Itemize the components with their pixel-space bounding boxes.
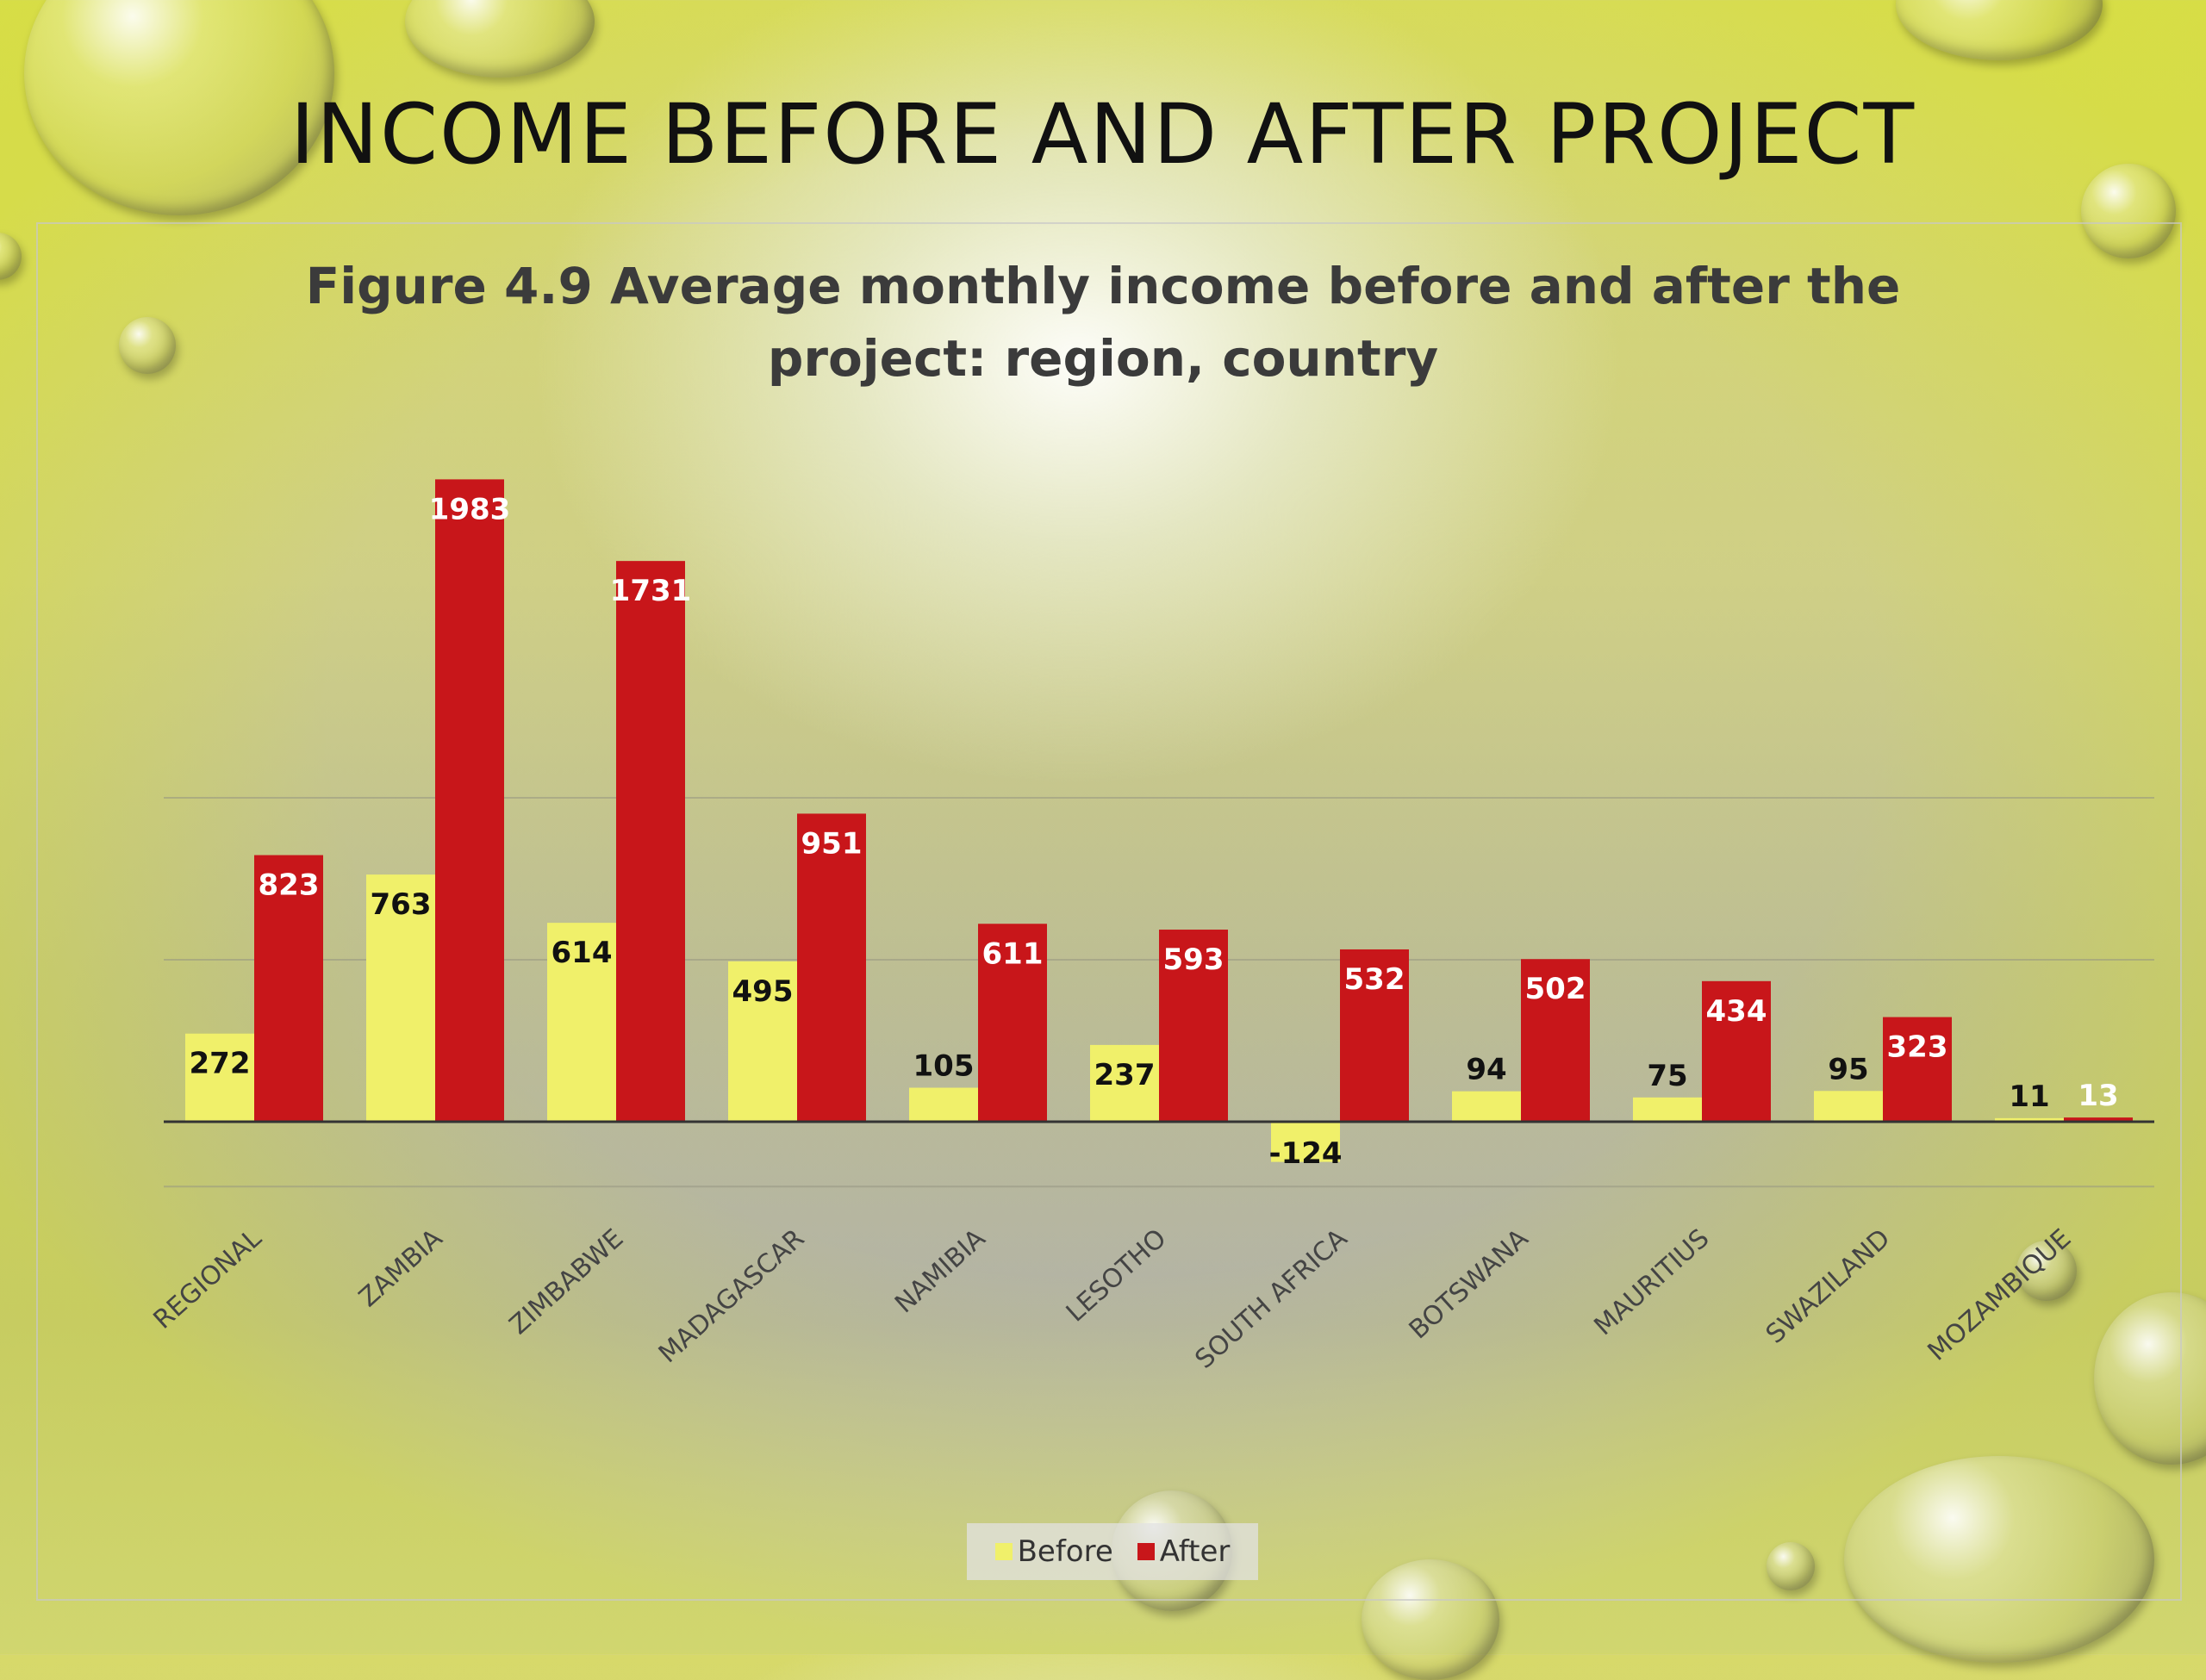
data-label-after: 323: [1887, 1030, 1948, 1065]
data-label-after: 593: [1163, 943, 1225, 977]
bar-before: [1271, 1122, 1340, 1162]
bar-before: [1814, 1091, 1883, 1122]
bar-before: [728, 961, 797, 1122]
bar-before: [1452, 1091, 1521, 1122]
chart-title-line-1: Figure 4.9 Average monthly income before…: [305, 257, 1901, 315]
bar-before: [366, 874, 435, 1122]
data-label-before: 495: [732, 974, 794, 1009]
bar-before: [185, 1033, 254, 1122]
bar-before: [1995, 1117, 2064, 1122]
bar-after: [1159, 930, 1228, 1122]
data-label-before: -124: [1268, 1136, 1342, 1171]
data-label-before: 75: [1647, 1059, 1687, 1093]
bar-after: [1521, 959, 1590, 1122]
bar-after: [1883, 1017, 1952, 1122]
chart-title-line-2: project: region, country: [767, 329, 1439, 388]
bar-before: [1633, 1097, 1702, 1122]
bar-after: [435, 479, 504, 1122]
data-label-before: 95: [1828, 1052, 1868, 1086]
bar-after: [797, 813, 866, 1122]
chart-title: Figure 4.9 Average monthly income before…: [259, 250, 1947, 395]
legend-label-before: Before: [1017, 1534, 1113, 1569]
data-label-before: 614: [552, 936, 613, 970]
data-label-after: 1731: [610, 574, 692, 608]
data-label-before: 237: [1094, 1058, 1156, 1092]
x-tick-label: MAURITIUS: [1588, 1223, 1715, 1341]
data-label-after: 951: [801, 826, 863, 861]
bar-after: [2064, 1117, 2133, 1122]
bar-after: [1702, 980, 1771, 1122]
x-tick-label: MOZAMBIQUE: [1922, 1223, 2078, 1367]
x-tick-label: REGIONAL: [148, 1223, 268, 1335]
data-label-before: 94: [1466, 1053, 1506, 1087]
data-label-after: 611: [982, 936, 1044, 971]
legend-swatch-before: [994, 1543, 1013, 1560]
x-tick-label: NAMIBIA: [889, 1223, 992, 1320]
x-tick-label: BOTSWANA: [1404, 1223, 1535, 1346]
slide-title: INCOME BEFORE AND AFTER PROJECT: [290, 86, 1916, 183]
x-tick-label: LESOTHO: [1061, 1223, 1173, 1328]
bar-after: [254, 855, 323, 1122]
legend-item-before: Before: [994, 1534, 1113, 1569]
data-label-after: 434: [1706, 994, 1767, 1029]
x-tick-label: SOUTH AFRICA: [1189, 1223, 1353, 1375]
x-tick-label: MADAGASCAR: [653, 1223, 811, 1369]
data-label-before: 763: [371, 887, 432, 922]
chart-legend: Before After: [967, 1523, 1258, 1580]
bar-before: [909, 1087, 978, 1122]
x-tick-label: SWAZILAND: [1760, 1223, 1897, 1350]
chart-frame: [36, 222, 2182, 1601]
bar-before: [547, 923, 616, 1122]
data-label-after: 532: [1344, 962, 1405, 997]
legend-item-after: After: [1137, 1534, 1231, 1569]
data-label-before: 105: [913, 1049, 975, 1084]
data-label-after: 13: [2078, 1079, 2118, 1113]
data-label-after: 823: [259, 868, 320, 903]
bar-before: [1090, 1044, 1159, 1122]
x-tick-label: ZIMBABWE: [504, 1223, 630, 1341]
data-label-before: 11: [2009, 1080, 2049, 1114]
bar-after: [978, 924, 1047, 1122]
data-label-after: 1983: [429, 492, 511, 526]
data-label-before: 272: [190, 1047, 251, 1081]
legend-label-after: After: [1159, 1534, 1231, 1569]
bar-after: [616, 561, 685, 1122]
bar-after: [1340, 949, 1409, 1122]
data-label-after: 502: [1525, 972, 1586, 1006]
x-tick-label: ZAMBIA: [353, 1223, 449, 1314]
legend-swatch-after: [1137, 1543, 1155, 1560]
